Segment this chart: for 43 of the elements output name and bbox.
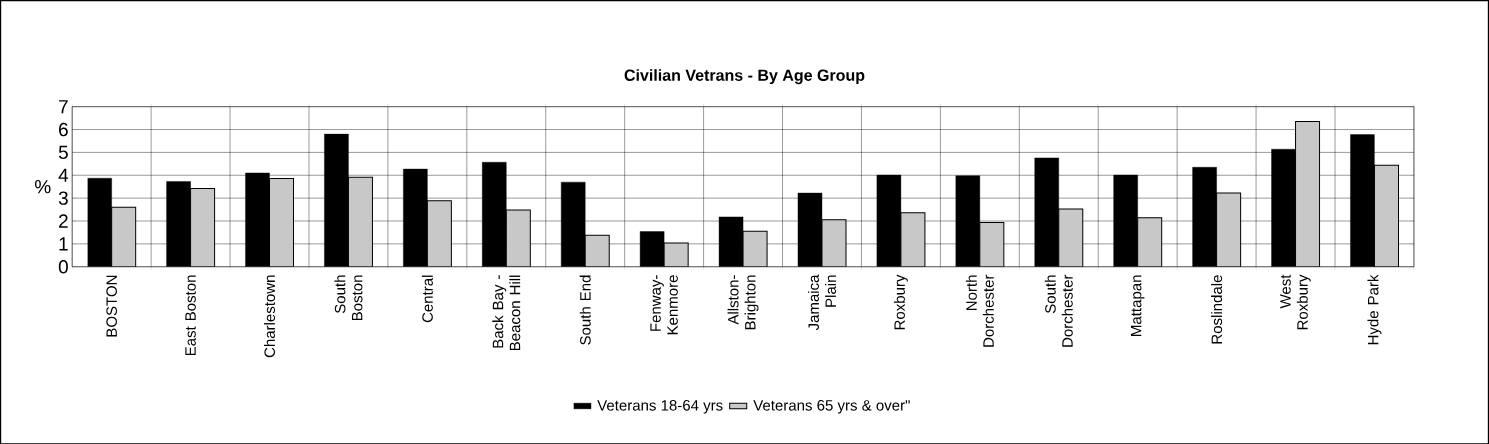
y-tick-label: 3 xyxy=(58,191,68,205)
bar xyxy=(1137,217,1163,267)
x-tick-label: South End xyxy=(579,275,591,345)
bar xyxy=(1216,192,1242,267)
y-tick-label: 6 xyxy=(59,122,68,137)
chart-title: Civilian Vetrans - By Age Group xyxy=(624,68,865,84)
x-tick-label: Hyde Park xyxy=(1367,274,1382,344)
bar xyxy=(426,199,452,267)
x-tick-label: South Dorchester xyxy=(1044,274,1073,347)
legend-label: Veterans 65 yrs & over" xyxy=(753,399,910,414)
bar xyxy=(1373,164,1399,267)
x-tick-label: Charlestown xyxy=(264,275,276,357)
y-tick-label: 7 xyxy=(59,99,68,113)
x-tick-label: Allston-Brighton xyxy=(727,275,759,330)
x-tick-label: Fenway-Kenmore xyxy=(650,275,678,334)
y-tick-label: 5 xyxy=(58,145,68,159)
x-tick-label: Mattapan xyxy=(1130,275,1145,336)
bar xyxy=(1058,208,1084,267)
x-tick-label: West Roxbury xyxy=(1280,274,1311,329)
x-tick-label: Back Bay - Beacon Hill xyxy=(492,275,521,350)
x-tick-label: BOSTON xyxy=(106,275,117,337)
x-tick-label: South Boston xyxy=(334,275,363,320)
bar xyxy=(900,212,926,267)
legend-label: Veterans 18-64 yrs xyxy=(597,399,723,414)
bar xyxy=(584,234,610,267)
bar xyxy=(1295,120,1321,267)
y-tick-label: 4 xyxy=(58,168,69,182)
bar xyxy=(979,221,1005,267)
y-tick-label: 1 xyxy=(59,237,68,251)
x-tick-label: Central xyxy=(421,275,433,322)
bar xyxy=(269,177,295,267)
bar xyxy=(347,176,373,267)
y-tick-label: 0 xyxy=(58,259,68,274)
bar xyxy=(190,187,216,267)
x-tick-label: North Dorchester xyxy=(965,274,994,347)
x-tick-label: East Boston xyxy=(185,275,196,355)
bar xyxy=(505,209,531,267)
x-tick-label: Jamaica Plain xyxy=(807,274,836,330)
y-axis-title: % xyxy=(34,179,51,194)
bar xyxy=(111,206,137,267)
y-tick-label: 2 xyxy=(59,214,68,228)
x-tick-label: Roxbury xyxy=(893,274,908,329)
x-tick-label: Roslindale xyxy=(1211,275,1223,344)
